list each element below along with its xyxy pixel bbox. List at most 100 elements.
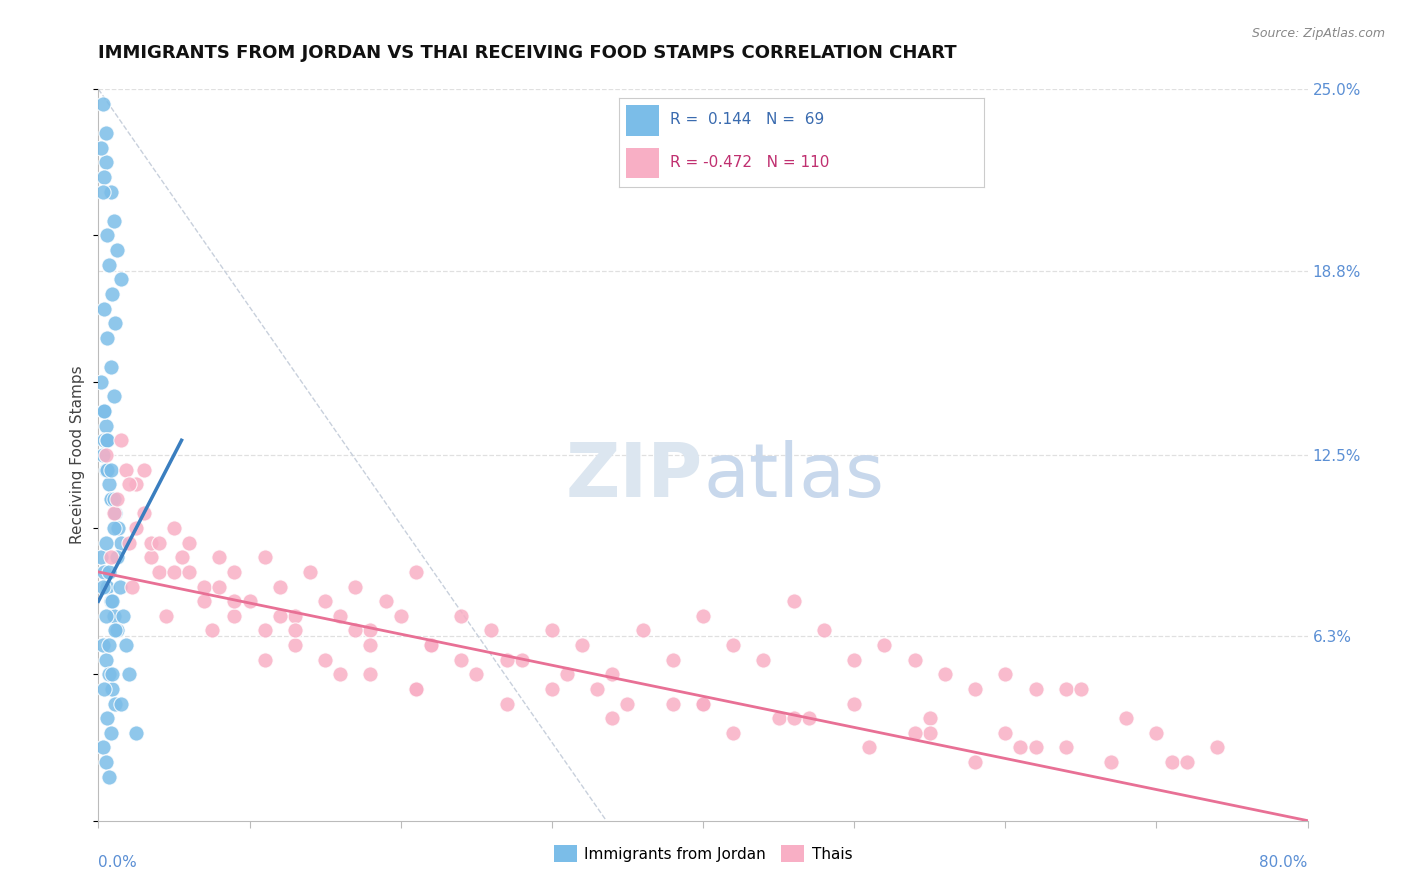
Point bbox=[1099, 755, 1122, 769]
Point bbox=[692, 608, 714, 623]
Point bbox=[170, 550, 193, 565]
Point bbox=[465, 667, 488, 681]
Point bbox=[692, 697, 714, 711]
Text: Source: ZipAtlas.com: Source: ZipAtlas.com bbox=[1251, 27, 1385, 40]
Point bbox=[94, 535, 117, 549]
Point bbox=[98, 477, 121, 491]
Point bbox=[450, 653, 472, 667]
Point bbox=[98, 258, 121, 272]
FancyBboxPatch shape bbox=[626, 148, 659, 178]
Point bbox=[96, 434, 118, 448]
Point bbox=[94, 755, 117, 769]
Point bbox=[91, 185, 114, 199]
Point bbox=[91, 740, 114, 755]
Text: atlas: atlas bbox=[703, 441, 884, 514]
Point bbox=[994, 726, 1017, 740]
Point bbox=[208, 550, 231, 565]
Point bbox=[344, 580, 367, 594]
Point bbox=[101, 681, 124, 696]
Point bbox=[797, 711, 820, 725]
Point bbox=[163, 521, 186, 535]
Point bbox=[96, 434, 118, 448]
Point bbox=[114, 462, 136, 476]
Point bbox=[904, 726, 927, 740]
Point bbox=[844, 697, 866, 711]
Point bbox=[108, 580, 131, 594]
Point bbox=[284, 624, 307, 638]
Point bbox=[314, 653, 336, 667]
Point bbox=[94, 653, 117, 667]
Point bbox=[93, 169, 115, 184]
Point bbox=[389, 608, 412, 623]
Point bbox=[96, 711, 118, 725]
Point bbox=[98, 770, 121, 784]
Point bbox=[1024, 681, 1046, 696]
Point bbox=[93, 565, 115, 579]
Point bbox=[91, 96, 114, 111]
Text: R =  0.144   N =  69: R = 0.144 N = 69 bbox=[669, 112, 824, 127]
Point bbox=[101, 491, 124, 506]
Point bbox=[96, 580, 118, 594]
Point bbox=[224, 594, 246, 608]
Point bbox=[141, 550, 163, 565]
Point bbox=[96, 228, 118, 243]
Point bbox=[360, 624, 382, 638]
Point bbox=[1175, 755, 1198, 769]
Point bbox=[103, 491, 125, 506]
Point bbox=[934, 667, 956, 681]
Point bbox=[104, 316, 127, 330]
Point bbox=[105, 624, 128, 638]
Point bbox=[93, 681, 115, 696]
Point bbox=[360, 638, 382, 652]
Point bbox=[100, 726, 122, 740]
Point bbox=[586, 681, 609, 696]
Point bbox=[105, 243, 128, 257]
Point bbox=[495, 653, 517, 667]
Point bbox=[1115, 711, 1137, 725]
Point bbox=[631, 624, 654, 638]
Point bbox=[91, 580, 114, 594]
Text: ZIP: ZIP bbox=[565, 441, 703, 514]
Point bbox=[105, 491, 128, 506]
Point bbox=[344, 624, 367, 638]
Point bbox=[93, 301, 115, 316]
Point bbox=[374, 594, 396, 608]
Point bbox=[101, 287, 124, 301]
Text: 80.0%: 80.0% bbox=[1260, 855, 1308, 870]
Point bbox=[96, 331, 118, 345]
Point bbox=[118, 477, 141, 491]
Point bbox=[163, 565, 186, 579]
Point bbox=[94, 608, 117, 623]
Point bbox=[104, 624, 127, 638]
Point bbox=[284, 638, 307, 652]
Point bbox=[118, 667, 141, 681]
Point bbox=[121, 580, 143, 594]
Point bbox=[450, 608, 472, 623]
Point bbox=[571, 638, 593, 652]
Text: IMMIGRANTS FROM JORDAN VS THAI RECEIVING FOOD STAMPS CORRELATION CHART: IMMIGRANTS FROM JORDAN VS THAI RECEIVING… bbox=[98, 45, 957, 62]
Point bbox=[90, 141, 112, 155]
Y-axis label: Receiving Food Stamps: Receiving Food Stamps bbox=[70, 366, 86, 544]
Point bbox=[114, 638, 136, 652]
Point bbox=[100, 594, 122, 608]
Point bbox=[110, 697, 132, 711]
Point bbox=[510, 653, 533, 667]
Point bbox=[253, 653, 276, 667]
Point bbox=[1160, 755, 1182, 769]
Point bbox=[125, 726, 148, 740]
Point bbox=[91, 638, 114, 652]
Point bbox=[965, 755, 987, 769]
Text: 0.0%: 0.0% bbox=[98, 855, 138, 870]
Point bbox=[100, 185, 122, 199]
Point bbox=[420, 638, 443, 652]
Point bbox=[111, 608, 134, 623]
Point bbox=[253, 624, 276, 638]
Point bbox=[90, 375, 112, 389]
Point bbox=[148, 565, 170, 579]
Point bbox=[768, 711, 790, 725]
Point bbox=[94, 418, 117, 433]
Point bbox=[103, 214, 125, 228]
Point bbox=[723, 726, 745, 740]
Point bbox=[94, 462, 117, 476]
Point bbox=[1054, 681, 1077, 696]
